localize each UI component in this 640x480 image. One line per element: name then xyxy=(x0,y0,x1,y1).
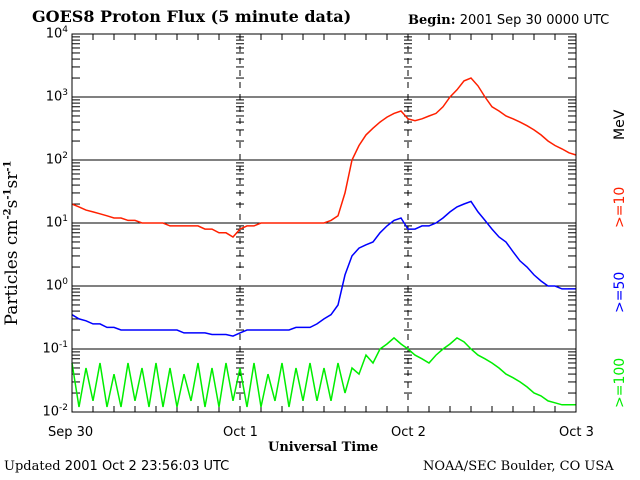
legend-series-100mev: >=100 xyxy=(612,357,628,408)
data-source: NOAA/SEC Boulder, CO USA xyxy=(423,459,614,474)
begin-value: 2001 Sep 30 0000 UTC xyxy=(459,13,610,28)
y-tick-label: 10-1 xyxy=(42,340,68,357)
plot-frame xyxy=(71,33,577,413)
y-label-unit: sr xyxy=(2,171,22,189)
series-line-ge100 xyxy=(71,336,576,408)
chart-title: GOES8 Proton Flux (5 minute data) xyxy=(32,7,352,26)
y-label-unit: s xyxy=(2,199,22,209)
begin-time: Begin: 2001 Sep 30 0000 UTC xyxy=(408,13,609,28)
y-label-exp: -2 xyxy=(2,208,14,220)
y-tick-label: 104 xyxy=(45,25,68,42)
y-tick-label: 102 xyxy=(45,151,68,168)
y-tick-label: 101 xyxy=(45,214,68,231)
y-label-exp: -1 xyxy=(2,160,14,172)
updated-label: Updated xyxy=(4,459,61,474)
x-axis-label: Universal Time xyxy=(268,440,379,455)
updated-value: 2001 Oct 2 23:56:03 UTC xyxy=(64,459,230,474)
y-tick-label: 103 xyxy=(45,88,68,105)
x-tick-label: Oct 1 xyxy=(223,425,258,440)
y-tick-label: 10-2 xyxy=(42,403,68,420)
series-line-ge50 xyxy=(71,200,576,337)
updated-time: Updated 2001 Oct 2 23:56:03 UTC xyxy=(4,459,229,474)
legend-units: MeV xyxy=(612,109,628,140)
legend-series-10mev: >=10 xyxy=(612,186,628,228)
y-label-exp: -1 xyxy=(2,188,14,200)
y-label-base: Particles cm xyxy=(2,219,22,326)
y-axis-label: Particles cm-2s-1sr-1 xyxy=(2,143,22,343)
legend-series-50mev: >=50 xyxy=(612,271,628,313)
begin-label: Begin: xyxy=(408,13,456,28)
x-tick-label: Oct 2 xyxy=(391,425,426,440)
x-tick-label: Oct 3 xyxy=(559,425,594,440)
y-tick-label: 100 xyxy=(45,277,68,294)
series-line-ge10 xyxy=(71,77,577,238)
x-tick-label: Sep 30 xyxy=(48,425,94,440)
